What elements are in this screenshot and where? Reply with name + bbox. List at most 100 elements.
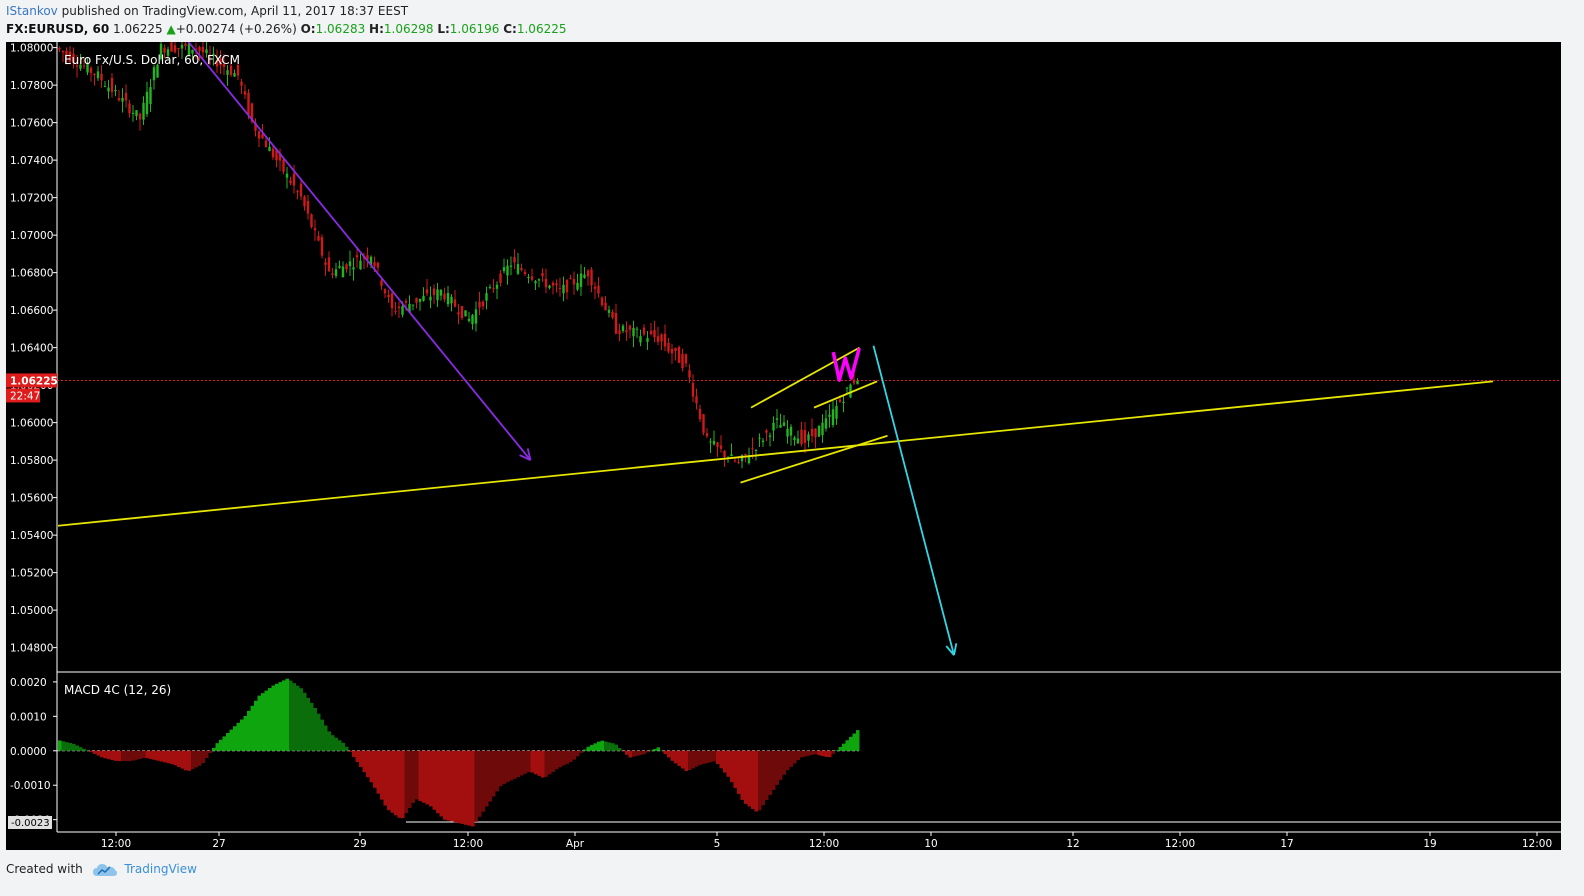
macd-bar — [247, 710, 251, 751]
candle-body — [142, 102, 145, 120]
macd-bar — [677, 750, 681, 767]
macd-bar — [366, 750, 370, 778]
candle-body — [688, 370, 691, 378]
macd-bar — [457, 750, 461, 824]
candle-body — [765, 430, 768, 433]
channel-inner-line[interactable] — [813, 380, 878, 409]
author-link[interactable]: IStankov — [6, 4, 58, 18]
candle-body — [324, 262, 327, 265]
candle-body — [82, 65, 86, 67]
macd-bar — [775, 750, 779, 785]
macd-bar — [443, 750, 447, 820]
support-trendline[interactable] — [57, 380, 1494, 527]
macd-bar — [513, 750, 517, 779]
candle-body — [334, 269, 338, 276]
macd-tick-label: 0.0000 — [10, 746, 47, 758]
magenta-w-drawing[interactable] — [831, 347, 861, 382]
candle-body — [401, 306, 404, 315]
candle-body — [366, 255, 369, 260]
macd-bar — [488, 750, 492, 802]
purple-arrow-shaft[interactable] — [183, 35, 532, 461]
macd-bar — [814, 750, 818, 755]
chart-svg[interactable]: 1.04800 1.05000 1.05200 1.05400 1.05600 1.058… — [6, 34, 1561, 850]
macd-bar — [362, 750, 366, 773]
last-price-badge-label: 1.06225 — [10, 375, 58, 387]
tradingview-cloud-icon — [92, 863, 117, 876]
tradingview-link[interactable]: TradingView — [124, 862, 197, 876]
price-chart-title: Euro Fx/U.S. Dollar, 60, FXCM — [64, 53, 240, 67]
macd-bar — [803, 750, 807, 757]
macd-bar — [222, 736, 226, 751]
candle-body — [425, 289, 429, 294]
macd-bar — [191, 750, 195, 770]
candle-body — [404, 300, 408, 303]
macd-bar — [79, 747, 83, 751]
channel-upper-line[interactable] — [750, 346, 860, 409]
cyan-arrow-head[interactable] — [953, 643, 958, 656]
candle-body — [376, 262, 380, 268]
candle-body — [831, 409, 835, 426]
candle-body — [180, 44, 184, 49]
low-value: 1.06196 — [449, 22, 500, 36]
candle-body — [754, 449, 758, 451]
candle-body — [803, 430, 807, 443]
candle-body — [156, 64, 159, 78]
macd-bar — [348, 750, 352, 752]
channel-lower-line[interactable] — [740, 434, 888, 484]
candle-body — [163, 47, 166, 53]
macd-bar — [688, 750, 692, 770]
macd-bar — [429, 750, 433, 807]
candle-body — [327, 257, 331, 272]
candle-body — [177, 48, 180, 50]
macd-bar — [583, 749, 587, 751]
macd-bar — [502, 750, 506, 784]
macd-bar — [219, 739, 223, 751]
price-tick-label: 1.06600 — [10, 305, 53, 317]
time-tick-label: 27 — [212, 838, 225, 850]
macd-bar — [170, 750, 174, 765]
price-tick-label: 1.05800 — [10, 455, 53, 467]
candle-body — [604, 302, 607, 311]
macd-bar — [614, 744, 618, 751]
macd-bar — [86, 750, 90, 752]
macd-bar — [737, 750, 741, 794]
macd-bar — [103, 750, 107, 759]
price-pane[interactable] — [57, 34, 1561, 673]
macd-bar — [842, 743, 846, 751]
macd-bar — [65, 742, 69, 751]
chart-frame[interactable]: 1.04800 1.05000 1.05200 1.05400 1.05600 1.058… — [6, 34, 1561, 850]
candle-body — [772, 422, 775, 431]
macd-bar — [58, 740, 62, 751]
macd-bar — [698, 750, 702, 765]
macd-bar — [597, 741, 601, 751]
candle-body — [429, 296, 432, 301]
macd-bar — [681, 750, 685, 769]
macd-tick-label: 0.0010 — [10, 711, 47, 723]
candle-body — [572, 278, 576, 285]
purple-arrow-head[interactable] — [526, 448, 532, 461]
macd-bar — [296, 685, 300, 751]
cyan-arrow-shaft[interactable] — [872, 345, 955, 656]
macd-bar — [635, 750, 639, 756]
candle-body — [660, 334, 663, 342]
macd-bar — [156, 750, 160, 761]
macd-bar — [226, 733, 230, 751]
macd-bar — [492, 750, 496, 797]
macd-bar — [537, 750, 541, 776]
candle-body — [152, 67, 156, 81]
macd-bar — [450, 750, 454, 822]
macd-bar — [418, 750, 422, 802]
candle-body — [149, 87, 152, 105]
purple-arrow-head[interactable] — [519, 454, 531, 461]
price-axis[interactable]: 1.04800 1.05000 1.05200 1.05400 1.05600 1.058… — [6, 42, 58, 832]
macd-bar — [779, 750, 783, 780]
candle-body — [145, 91, 149, 115]
time-axis[interactable]: 12:00 27 29 12:00 Apr 5 12:00 10 12 12:00 17 19 12:0… — [57, 831, 1561, 850]
cyan-arrow-head[interactable] — [945, 645, 955, 656]
candle-body — [667, 342, 670, 352]
macd-bar — [271, 685, 275, 751]
candle-body — [243, 91, 247, 95]
price-tick-label: 1.06400 — [10, 343, 53, 355]
candle-body — [824, 418, 828, 429]
